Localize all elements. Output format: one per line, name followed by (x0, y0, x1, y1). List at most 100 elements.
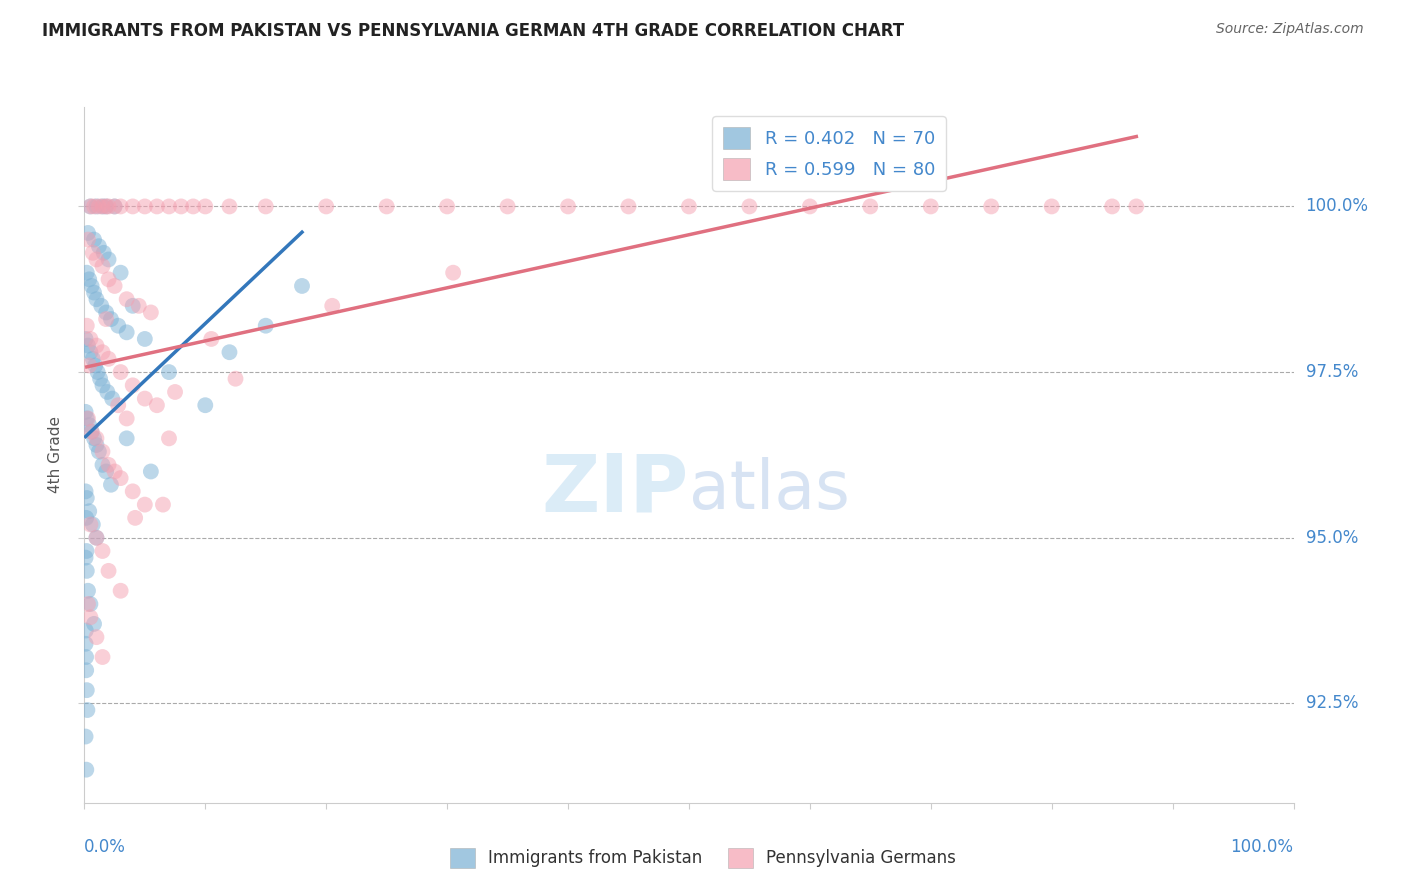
Point (134, 332, 156, 346)
Point (83, 199, 105, 213)
Point (254, 199, 277, 213)
Point (77, 597, 100, 611)
Point (86, 438, 108, 452)
Point (97, 199, 120, 213)
Point (83, 431, 105, 445)
Point (110, 266, 132, 280)
Point (76, 703, 98, 717)
Point (101, 392, 124, 406)
Point (124, 511, 146, 525)
Point (115, 326, 138, 340)
Point (110, 365, 132, 379)
Point (77, 233, 100, 247)
Point (170, 199, 193, 213)
Text: 0.0%: 0.0% (84, 838, 127, 856)
Point (91, 259, 114, 273)
Point (86, 531, 108, 545)
Point (254, 318, 277, 333)
Point (75, 405, 97, 419)
Point (86, 292, 108, 306)
Point (91, 378, 114, 392)
Point (121, 199, 143, 213)
Point (77, 583, 100, 598)
Point (139, 305, 162, 319)
Point (75, 730, 97, 744)
Point (91, 345, 114, 359)
Point (83, 285, 105, 300)
Text: IMMIGRANTS FROM PAKISTAN VS PENNSYLVANIA GERMAN 4TH GRADE CORRELATION CHART: IMMIGRANTS FROM PAKISTAN VS PENNSYLVANIA… (42, 22, 904, 40)
Point (218, 199, 240, 213)
Point (77, 272, 100, 286)
Point (200, 332, 222, 346)
Point (97, 252, 120, 267)
Point (859, 199, 882, 213)
Point (80, 279, 103, 293)
Point (128, 299, 150, 313)
Point (104, 199, 127, 213)
Point (91, 199, 114, 213)
Point (115, 411, 138, 425)
Point (110, 583, 132, 598)
Point (1125, 199, 1147, 213)
Point (1040, 199, 1063, 213)
Point (920, 199, 942, 213)
Point (75, 650, 97, 665)
Point (436, 199, 458, 213)
Point (315, 199, 337, 213)
Point (91, 544, 114, 558)
Point (79, 597, 101, 611)
Point (799, 199, 821, 213)
Point (86, 252, 108, 267)
Point (77, 338, 100, 352)
Point (96, 384, 118, 399)
Point (83, 233, 105, 247)
Point (79, 517, 101, 532)
Point (87, 199, 110, 213)
Point (94, 465, 117, 479)
Point (134, 199, 156, 213)
Point (79, 199, 101, 213)
Point (121, 299, 143, 313)
Point (75, 624, 97, 638)
Point (87, 444, 110, 458)
Point (104, 199, 127, 213)
Point (86, 431, 108, 445)
Point (557, 199, 579, 213)
Point (157, 199, 180, 213)
Point (76, 411, 98, 425)
Point (86, 199, 108, 213)
Point (77, 504, 100, 518)
Point (94, 199, 117, 213)
Point (75, 663, 97, 677)
Point (115, 431, 138, 445)
Point (218, 345, 240, 359)
Point (79, 332, 101, 346)
Point (97, 458, 120, 472)
Point (82, 245, 104, 260)
Point (77, 359, 100, 373)
Point (91, 458, 114, 472)
Point (291, 279, 314, 293)
Point (107, 398, 129, 412)
Point (107, 318, 129, 333)
Point (82, 517, 104, 532)
Legend: Immigrants from Pakistan, Pennsylvania Germans: Immigrants from Pakistan, Pennsylvania G… (443, 841, 963, 875)
Point (75, 637, 97, 651)
Point (134, 498, 156, 512)
Point (76, 318, 98, 333)
Point (76, 491, 98, 505)
Point (115, 292, 138, 306)
Point (80, 425, 103, 439)
Point (93, 245, 115, 260)
Legend: R = 0.402   N = 70, R = 0.599   N = 80: R = 0.402 N = 70, R = 0.599 N = 80 (713, 116, 946, 191)
Text: 97.5%: 97.5% (1306, 363, 1358, 381)
Point (157, 431, 180, 445)
Point (75, 332, 97, 346)
Point (75, 550, 97, 565)
Point (86, 630, 108, 644)
Point (110, 471, 132, 485)
Point (134, 392, 156, 406)
Point (146, 199, 169, 213)
Y-axis label: 4th Grade: 4th Grade (48, 417, 63, 493)
Point (86, 338, 108, 352)
